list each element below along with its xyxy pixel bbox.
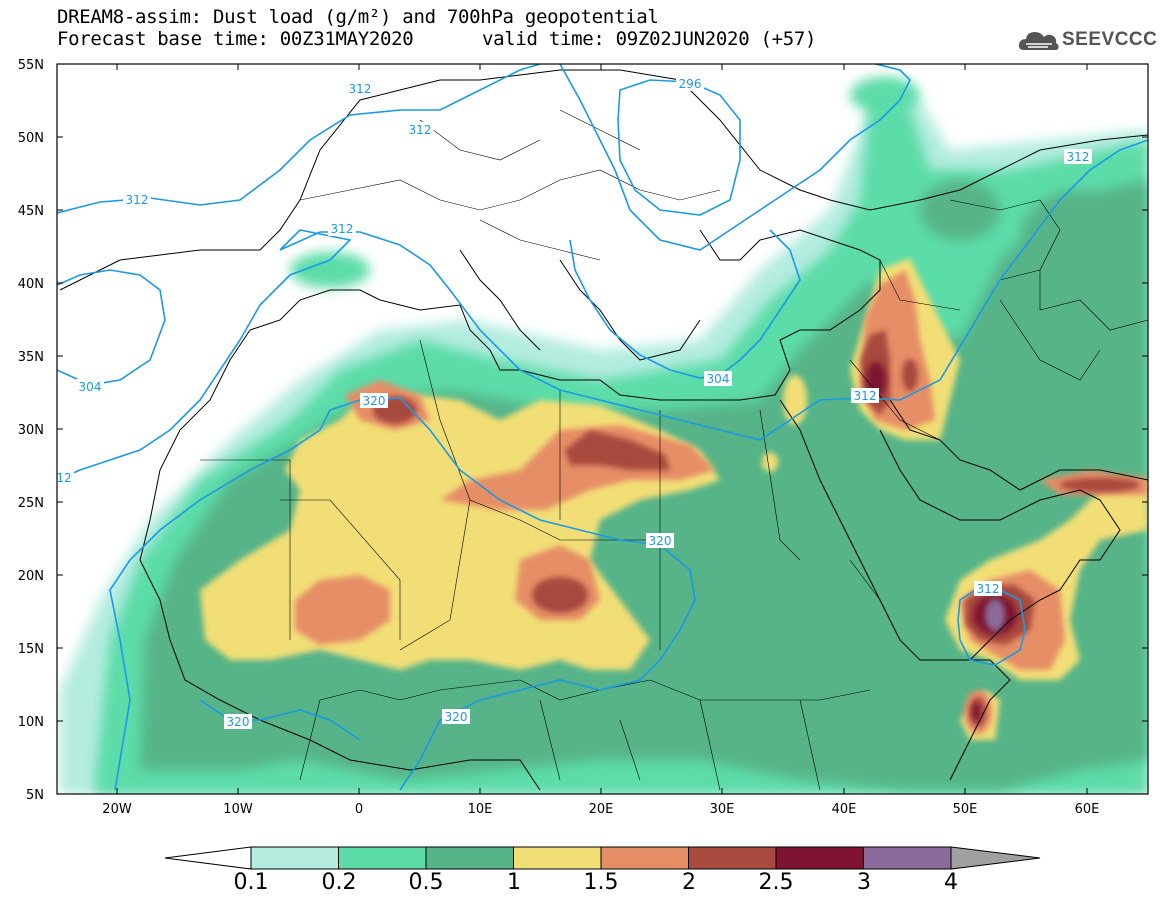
- colorbar-tick-label: 3: [857, 870, 871, 895]
- lat-label: 10N: [18, 715, 44, 730]
- lat-label: 25N: [18, 496, 44, 511]
- contour-label: 320: [649, 534, 672, 548]
- contour-label: 312: [331, 222, 354, 236]
- colorbar-swatch: [425, 846, 514, 870]
- map-title: DREAM8-assim: Dust load (g/m²) and 700hP…: [57, 6, 659, 28]
- lat-label: 30N: [18, 423, 44, 438]
- dust-band-3: [985, 599, 1005, 631]
- logo-text: SEEVCCC: [1062, 29, 1158, 50]
- lat-label: 55N: [18, 58, 44, 73]
- lon-label: 20E: [589, 802, 614, 817]
- contour-label: 312: [854, 389, 877, 403]
- contour-label: 312: [1067, 150, 1090, 164]
- lat-label: 50N: [18, 131, 44, 146]
- colorbar-swatch: [338, 846, 427, 870]
- lon-label: 50E: [953, 802, 978, 817]
- colorbar-swatch: [688, 846, 777, 870]
- contour-label: 312: [977, 582, 1000, 596]
- lon-label: 40E: [832, 802, 857, 817]
- colorbar-swatch: [250, 846, 339, 870]
- colorbar: [164, 846, 1041, 870]
- colorbar-tick-label: 1: [507, 870, 521, 895]
- colorbar-swatch: [600, 846, 689, 870]
- lat-label: 15N: [18, 642, 44, 657]
- colorbar-overflow: [950, 846, 1041, 870]
- colorbar-swatch: [775, 846, 864, 870]
- lat-label: 20N: [18, 569, 44, 584]
- colorbar-tick-label: 0.1: [233, 870, 269, 895]
- lon-label: 0: [355, 802, 363, 817]
- lon-label: 10E: [468, 802, 493, 817]
- contour-labels: 312 312 312 312 296 312 304 304 320 312 …: [56, 76, 1092, 729]
- seevccc-logo: SEEVCCC: [1018, 26, 1158, 56]
- contour-label: 12: [56, 471, 71, 485]
- forecast-base-time: Forecast base time: 00Z31MAY2020: [57, 28, 414, 50]
- contour-label: 320: [363, 394, 386, 408]
- borders: [200, 109, 1148, 791]
- colorbar-tick-label: 4: [944, 870, 958, 895]
- colorbar-tick-label: 2.5: [758, 870, 794, 895]
- lon-label: 30E: [710, 802, 735, 817]
- contour-label: 304: [79, 380, 102, 394]
- contour-label: 320: [445, 710, 468, 724]
- lon-label: 20W: [102, 802, 132, 817]
- dust-fields: 312 312 312 312 296 312 304 304 320 312 …: [56, 64, 1148, 794]
- valid-time: valid time: 09Z02JUN2020 (+57): [482, 28, 817, 50]
- geopotential-isolines: [57, 64, 1148, 791]
- lon-label: 10W: [223, 802, 253, 817]
- lat-label: 35N: [18, 350, 44, 365]
- colorbar-tick-label: 0.2: [321, 870, 357, 895]
- contour-label: 312: [126, 193, 149, 207]
- colorbar-swatch: [513, 846, 602, 870]
- lat-label: 45N: [18, 204, 44, 219]
- coastlines: [59, 69, 1148, 791]
- contour-label: 304: [707, 372, 730, 386]
- lon-label: 60E: [1075, 802, 1100, 817]
- colorbar-tick-label: 1.5: [583, 870, 619, 895]
- lat-label: 40N: [18, 277, 44, 292]
- colorbar-tick-label: 0.5: [408, 870, 444, 895]
- colorbar-swatch: [863, 846, 952, 870]
- cloud-icon: [1018, 32, 1059, 50]
- contour-label: 296: [679, 77, 702, 91]
- lon-axis: 20W 10W 0 10E 20E 30E 40E 50E 60E: [102, 64, 1099, 817]
- contour-label: 312: [349, 82, 372, 96]
- lat-label: 5N: [26, 788, 44, 803]
- contour-label: 320: [227, 715, 250, 729]
- lat-axis: 55N 50N 45N 40N 35N 30N 25N 20N 15N 10N …: [18, 58, 1148, 803]
- colorbar-tick-label: 2: [682, 870, 696, 895]
- colorbar-underflow: [164, 846, 252, 870]
- contour-label: 312: [409, 123, 432, 137]
